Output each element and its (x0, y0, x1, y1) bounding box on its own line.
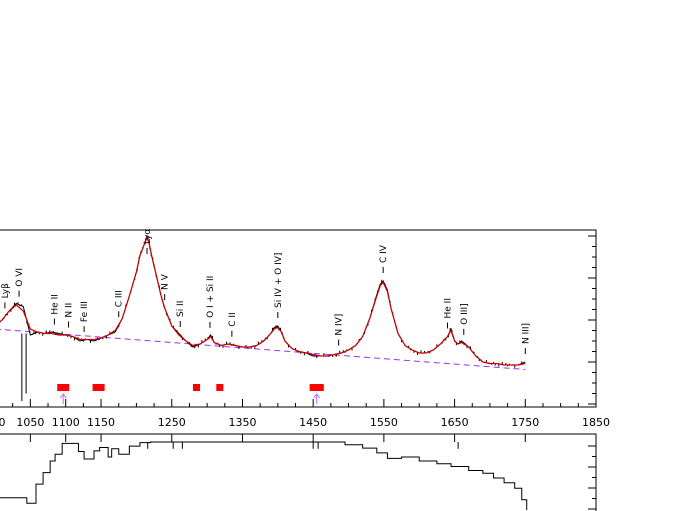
top-panel-frame (0, 229, 597, 408)
emission-line-label: O I + Si II (206, 276, 216, 318)
fit-window (309, 384, 324, 391)
emission-line-label: He II (444, 298, 454, 318)
x-tick-label-partial: 0 (0, 416, 6, 429)
emission-line-label: Si IV + O IV] (274, 253, 284, 308)
model-fit (0, 235, 526, 366)
x-tick-label: 1450 (299, 416, 327, 429)
emission-line-label: N V (161, 273, 171, 290)
fit-window (57, 384, 70, 391)
bottom-panel-ticks (29, 434, 597, 510)
emission-line-label: Si II (176, 301, 186, 317)
top-panel-ticks (12, 235, 597, 407)
x-tick-label: 1350 (228, 416, 256, 429)
fit-line (0, 235, 526, 366)
coverage-line (0, 441, 528, 510)
window-arrow-marker (59, 393, 67, 404)
emission-line-labels: Lyβ O VI He II N II Fe III C III Lyα N V Si II O … (1, 228, 531, 354)
emission-line-label: O VI (15, 268, 25, 287)
window-arrow-marker (313, 393, 321, 404)
emission-line-label: N IV] (335, 314, 345, 336)
emission-line-label: Fe III (80, 301, 90, 322)
x-tick-label: 1650 (441, 416, 469, 429)
emission-line-label: O III] (460, 303, 470, 324)
fit-window (192, 384, 201, 391)
x-tick-label: 1850 (582, 416, 610, 429)
emission-line-label: C II (228, 312, 238, 326)
emission-line-label: N III] (521, 323, 531, 344)
emission-line-label: Lyα (143, 228, 153, 244)
emission-line-label: C III (115, 290, 125, 307)
x-tick-label: 1100 (52, 416, 80, 429)
continuum-windows (57, 384, 324, 404)
emission-line-label: Lyβ (1, 283, 11, 299)
x-tick-label: 1550 (370, 416, 398, 429)
emission-line-label: C IV (379, 244, 389, 263)
emission-line-label: N II (65, 303, 75, 318)
x-tick-label: 1250 (158, 416, 186, 429)
top-panel: 1050 1100 1150 1250 1350 1450 1550 1650 1750 1850… (0, 228, 610, 429)
bottom-panel (0, 433, 597, 511)
x-tick-label: 1750 (511, 416, 539, 429)
continuum-line (0, 328, 526, 370)
fit-window (92, 384, 105, 391)
bottom-panel-frame (0, 433, 597, 511)
x-tick-label: 1050 (16, 416, 44, 429)
continuum-dashed-line (0, 328, 526, 370)
fit-window (216, 384, 224, 391)
x-tick-labels: 1050 1100 1150 1250 1350 1450 1550 1650 1750 1850… (0, 416, 610, 429)
x-tick-label: 1150 (87, 416, 115, 429)
emission-line-label: He II (50, 294, 60, 314)
coverage-step-line (0, 441, 528, 510)
